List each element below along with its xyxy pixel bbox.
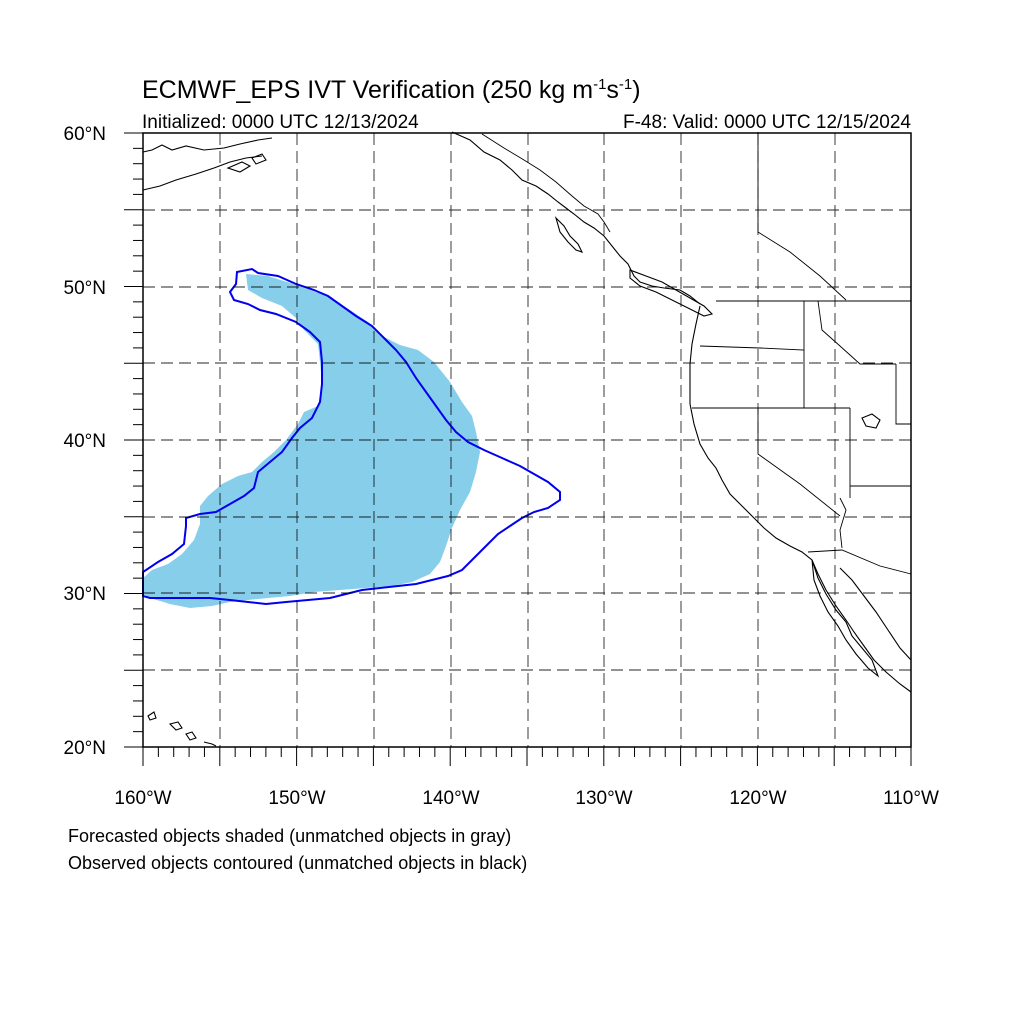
border-us-mexico — [807, 549, 912, 575]
lon-label: 140°W — [422, 788, 479, 809]
coastline-vancouver-island — [629, 269, 714, 317]
border-ca-az — [839, 497, 847, 549]
coastlines — [142, 131, 912, 747]
lon-label: 130°W — [575, 788, 632, 809]
longitude-axis: 160°W 150°W 140°W 130°W 120°W 110°W — [114, 788, 939, 809]
map-gridlines — [143, 133, 911, 747]
lat-label: 40°N — [64, 431, 106, 452]
coastline-british-columbia — [451, 131, 701, 305]
coastline-haida-gwaii — [554, 216, 584, 253]
border-wy — [895, 364, 911, 425]
forecast-object-shaded — [143, 274, 480, 608]
coastline-baja — [811, 559, 880, 678]
lat-label: 60°N — [64, 124, 106, 145]
coastline-mexico-mainland — [839, 567, 912, 661]
border-bc-alaska — [481, 133, 611, 233]
lon-label: 110°W — [883, 788, 939, 809]
great-salt-lake — [861, 413, 881, 429]
latitude-axis: 20°N 30°N 40°N 50°N 60°N — [64, 124, 106, 759]
border-wa-or — [699, 345, 805, 408]
border-id-mt — [817, 300, 896, 365]
observed-objects — [142, 267, 561, 606]
lon-label: 150°W — [268, 788, 325, 809]
lat-label: 20°N — [64, 738, 106, 759]
border-ca-nv — [757, 408, 841, 517]
lon-label: 120°W — [729, 788, 786, 809]
lat-label: 50°N — [64, 278, 106, 299]
forecast-objects — [143, 274, 480, 608]
border-bc-alberta — [757, 132, 847, 301]
map-title: ECMWF_EPS IVT Verification (250 kg m-1s-… — [142, 76, 641, 104]
coastline-alaska-islands — [226, 153, 267, 173]
lat-label: 30°N — [64, 584, 106, 605]
valid-time-label: F-48: Valid: 0000 UTC 12/15/2024 — [623, 112, 911, 133]
coastline-alaska — [142, 137, 273, 191]
initialized-label: Initialized: 0000 UTC 12/13/2024 — [142, 112, 419, 133]
lon-label: 160°W — [114, 788, 171, 809]
map-frame — [124, 132, 912, 766]
coastline-hawaii — [147, 711, 217, 747]
footnote-observed: Observed objects contoured (unmatched ob… — [68, 853, 527, 873]
footnote-forecast: Forecasted objects shaded (unmatched obj… — [68, 826, 511, 846]
observed-object-contour — [142, 267, 561, 606]
coastline-us-west — [689, 305, 912, 693]
